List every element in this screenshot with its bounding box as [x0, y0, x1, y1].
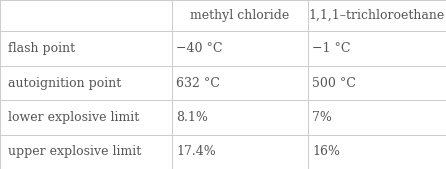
Text: 8.1%: 8.1%: [176, 111, 208, 124]
Text: flash point: flash point: [8, 42, 75, 55]
Text: −40 °C: −40 °C: [176, 42, 223, 55]
Text: upper explosive limit: upper explosive limit: [8, 145, 141, 158]
Text: 16%: 16%: [312, 145, 340, 158]
Text: 632 °C: 632 °C: [176, 77, 220, 90]
Text: autoignition point: autoignition point: [8, 77, 121, 90]
Text: 17.4%: 17.4%: [176, 145, 216, 158]
Text: lower explosive limit: lower explosive limit: [8, 111, 139, 124]
Text: 1,1,1–trichloroethane: 1,1,1–trichloroethane: [309, 9, 445, 22]
Text: 7%: 7%: [312, 111, 332, 124]
Text: −1 °C: −1 °C: [312, 42, 351, 55]
Text: methyl chloride: methyl chloride: [190, 9, 289, 22]
Text: 500 °C: 500 °C: [312, 77, 356, 90]
